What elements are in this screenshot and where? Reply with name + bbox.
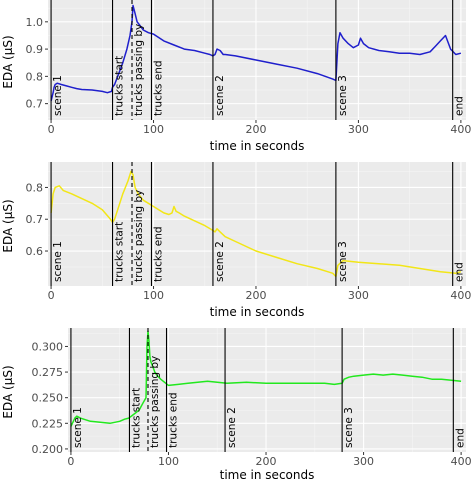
- event-marker-label: scene 3: [337, 241, 349, 282]
- chart-panel-3: 0 100 200 300 400 0.200 0.225 0.250 0.275 0.300 sc…: [1, 328, 472, 482]
- x-axis-title: time in seconds: [220, 468, 315, 481]
- event-marker-label: trucks start: [114, 222, 126, 282]
- x-axis-title: time in seconds: [210, 139, 305, 153]
- y-axis-title: EDA (µS): [1, 35, 15, 88]
- x-tick-label: 100: [143, 123, 164, 136]
- eda-series-line: [50, 170, 462, 278]
- y-tick-label: 0.200: [32, 443, 64, 456]
- chart-panel-2: 0 100 200 300 400 0.6 0.7 0.8 scene 1 trucks star…: [1, 162, 471, 319]
- event-marker-label: end: [454, 262, 466, 282]
- event-marker-label: trucks end: [152, 226, 164, 282]
- event-marker-label: end: [454, 428, 466, 448]
- y-axis-title: EDA (µS): [1, 199, 15, 252]
- y-tick-label: 0.8: [26, 181, 44, 194]
- x-tick-label: 100: [158, 455, 179, 468]
- x-tick-label: 400: [450, 289, 471, 302]
- event-marker-label: trucks end: [168, 392, 180, 448]
- x-axis-title: time in seconds: [210, 305, 305, 319]
- x-tick-label: 300: [348, 289, 369, 302]
- y-tick-label: 0.7: [26, 213, 44, 226]
- y-tick-label: 0.9: [26, 43, 44, 56]
- event-marker-label: scene 1: [72, 407, 84, 448]
- event-marker-label: trucks passing by: [133, 190, 145, 282]
- event-marker-label: scene 3: [337, 75, 349, 116]
- event-marker-label: scene 1: [52, 241, 64, 282]
- x-tick-label: 200: [245, 123, 266, 136]
- x-tick-label: 300: [348, 123, 369, 136]
- y-tick-label: 1.0: [26, 16, 44, 29]
- event-marker-label: scene 3: [343, 407, 355, 448]
- plot-background: [68, 328, 466, 452]
- x-tick-label: 200: [256, 455, 277, 468]
- x-tick-label: 0: [48, 289, 55, 302]
- plot-background: [48, 162, 466, 286]
- y-tick-label: 0.8: [26, 70, 44, 83]
- eda-series-line: [70, 330, 462, 427]
- event-marker-label: scene 2: [214, 75, 226, 116]
- event-marker-label: scene 2: [226, 407, 238, 448]
- y-axis-title: EDA (µS): [1, 365, 15, 418]
- chart-panel-1: 0 100 200 300 400 0.7 0.8 0.9 1.0 scene 1 trucks s…: [1, 0, 471, 153]
- event-marker-label: scene 2: [214, 241, 226, 282]
- x-tick-label: 400: [451, 455, 472, 468]
- event-marker-label: trucks passing by: [133, 24, 145, 116]
- y-tick-label: 0.225: [32, 417, 64, 430]
- eda-series-line: [50, 4, 462, 102]
- event-marker-label: end: [454, 96, 466, 116]
- x-tick-label: 0: [48, 123, 55, 136]
- y-tick-label: 0.250: [32, 392, 64, 405]
- event-marker-label: trucks end: [152, 60, 164, 116]
- event-marker-label: trucks passing by: [149, 356, 161, 448]
- x-tick-label: 100: [143, 289, 164, 302]
- x-tick-label: 400: [450, 123, 471, 136]
- x-tick-label: 200: [245, 289, 266, 302]
- y-tick-label: 0.275: [32, 366, 64, 379]
- y-tick-label: 0.300: [32, 340, 64, 353]
- event-marker-label: scene 1: [52, 75, 64, 116]
- x-tick-label: 0: [67, 455, 74, 468]
- event-marker-label: trucks start: [114, 56, 126, 116]
- y-tick-label: 0.6: [26, 245, 44, 258]
- y-tick-label: 0.7: [26, 98, 44, 111]
- event-marker-label: trucks start: [130, 388, 142, 448]
- x-tick-label: 300: [353, 455, 374, 468]
